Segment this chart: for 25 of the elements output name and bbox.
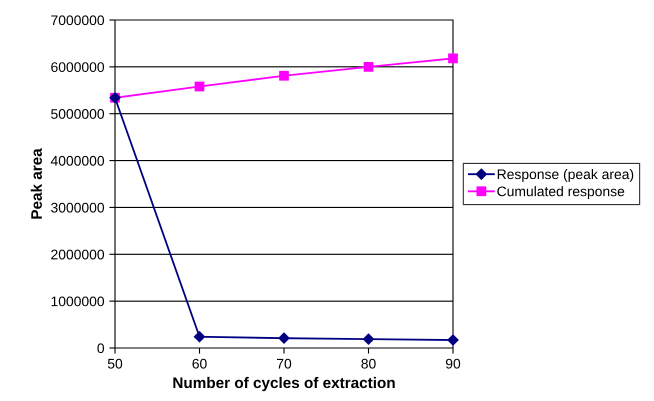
point — [364, 62, 374, 72]
x-tick-label: 60 — [192, 358, 207, 369]
x-tick-label: 50 — [108, 358, 122, 369]
x-axis-title: Number of cycles of extraction — [173, 376, 395, 392]
x-tick-label: 80 — [361, 358, 376, 369]
y-tick-label: 0 — [97, 343, 104, 354]
x-tick-label: 70 — [276, 358, 292, 369]
point — [194, 82, 204, 92]
point — [362, 333, 374, 345]
point — [278, 332, 290, 344]
y-tick-label: 7000000 — [51, 15, 104, 26]
point — [447, 334, 459, 346]
point — [279, 70, 289, 81]
y-tick-label: 2000000 — [51, 250, 104, 260]
legend-label: Response (peak area) — [498, 168, 634, 182]
point — [448, 54, 458, 64]
point — [194, 331, 206, 342]
y-tick-label: 6000000 — [51, 62, 104, 72]
y-tick-label: 3000000 — [51, 202, 104, 213]
x-tick-label: 90 — [446, 358, 460, 369]
y-axis-title: Peak area — [30, 148, 42, 219]
y-tick-label: 5000000 — [51, 109, 104, 119]
y-tick-label: 4000000 — [50, 156, 104, 166]
y-tick-label: 1000000 — [52, 296, 104, 306]
legend-label: Cumulated response — [497, 186, 624, 200]
